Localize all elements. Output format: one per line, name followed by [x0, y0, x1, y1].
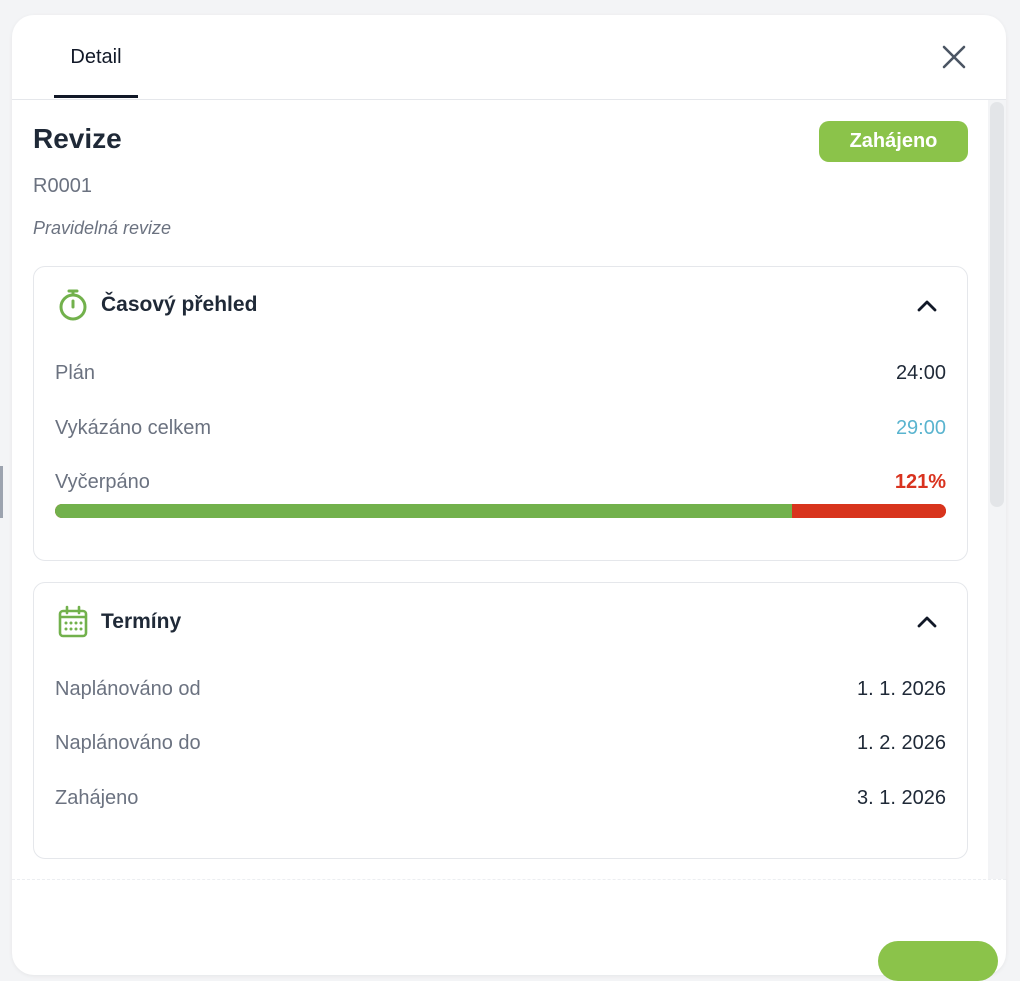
reported-label: Vykázáno celkem: [55, 417, 211, 439]
time-overview-title: Časový přehled: [101, 293, 258, 316]
record-type: Pravidelná revize: [33, 218, 172, 238]
started-label: Zahájeno: [55, 787, 139, 809]
planned-to-value: 1. 2. 2026: [857, 732, 946, 754]
plan-value: 24:00: [895, 362, 946, 384]
planned-from-label: Naplánováno od: [55, 678, 201, 700]
stopwatch-icon: [56, 288, 90, 322]
used-percentage: 121%: [894, 471, 946, 493]
tab-detail[interactable]: Detail: [70, 46, 122, 68]
progress-within-plan: [55, 504, 793, 518]
scrollbar-track[interactable]: [988, 100, 1006, 879]
left-edge-indicator: [0, 466, 3, 518]
status-badge: Zahájeno: [819, 121, 968, 162]
close-button[interactable]: [939, 42, 969, 72]
tab-bar: Detail: [12, 15, 1006, 100]
collapse-deadlines-button[interactable]: [913, 608, 941, 636]
planned-from-value: 1. 1. 2026: [857, 678, 946, 700]
plan-label: Plán: [55, 362, 96, 384]
chevron-up-icon: [917, 300, 937, 312]
detail-panel: Detail Revize Zahájeno R0001 Pravidelná …: [12, 15, 1006, 981]
time-overview-card: Časový přehled Plán 24:00 Vykázáno celke…: [33, 266, 968, 561]
footer-action-button[interactable]: [878, 941, 998, 981]
footer-divider: [12, 879, 1006, 880]
planned-to-label: Naplánováno do: [55, 732, 201, 754]
close-icon: [942, 45, 966, 69]
page-title: Revize: [33, 123, 122, 154]
reported-value: 29:00: [895, 417, 946, 439]
deadlines-card: Termíny Naplánováno od 1. 1. 2026 Naplán…: [33, 582, 968, 859]
calendar-icon: [56, 605, 90, 639]
active-tab-indicator: [54, 95, 138, 98]
scrollbar-thumb[interactable]: [990, 102, 1004, 507]
deadlines-title: Termíny: [101, 610, 182, 633]
started-value: 3. 1. 2026: [857, 787, 946, 809]
progress-over-plan: [792, 504, 946, 518]
chevron-up-icon: [917, 616, 937, 628]
collapse-time-overview-button[interactable]: [913, 292, 941, 320]
record-code: R0001: [33, 175, 92, 197]
used-label: Vyčerpáno: [55, 471, 150, 493]
usage-progress-bar: [55, 504, 946, 518]
